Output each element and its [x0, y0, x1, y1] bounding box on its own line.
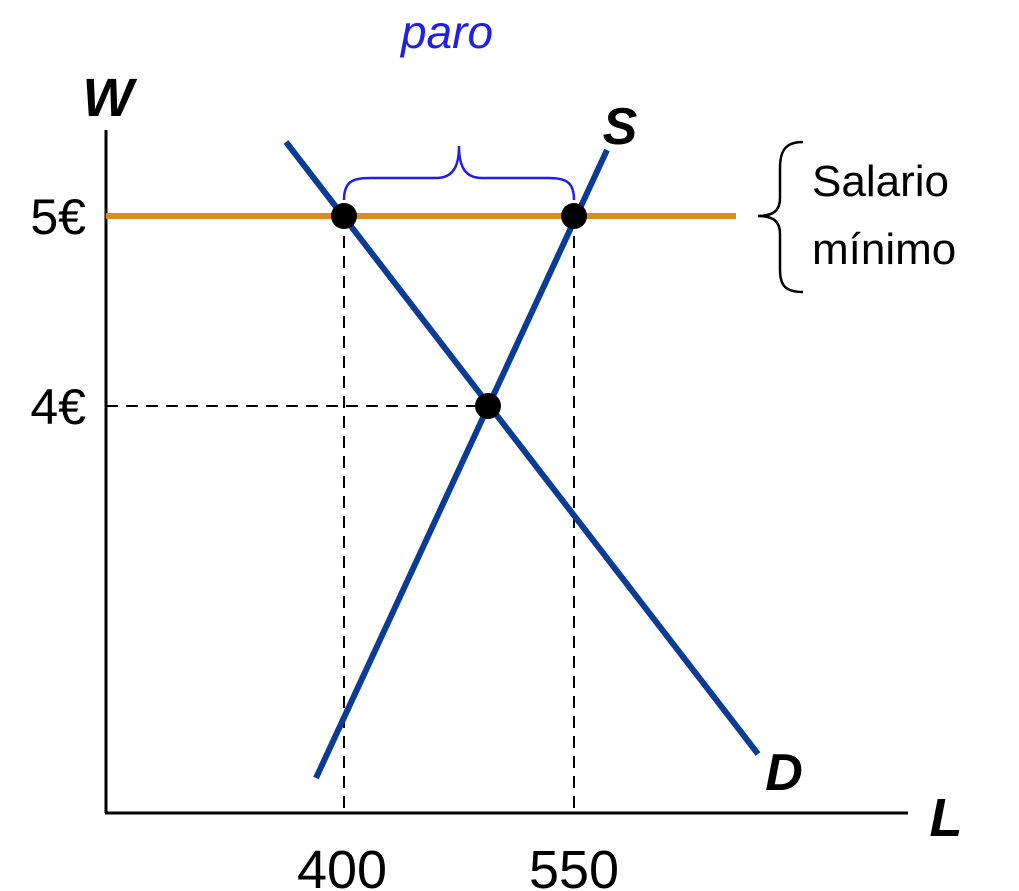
x-tick-label-400: 400	[297, 840, 387, 891]
series-line-s	[313, 148, 610, 780]
series-label-s: S	[603, 98, 638, 156]
y-tick-label-4: 4€	[30, 379, 86, 435]
point-demand-at-min-wage	[331, 203, 357, 229]
point-equilibrium	[475, 393, 501, 419]
paro-brace	[342, 145, 576, 201]
minimum-wage-brace	[757, 140, 804, 294]
x-axis-title: L	[930, 788, 963, 848]
series-label-d: D	[765, 744, 803, 802]
y-tick-label-5: 5€	[30, 189, 86, 245]
y-axis-title: W	[83, 68, 138, 128]
minimum-wage-label-line2: mínimo	[812, 225, 956, 274]
minimum-wage-label-line1: Salario	[812, 157, 949, 206]
point-supply-at-min-wage	[561, 203, 587, 229]
paro-label: paro	[399, 6, 493, 58]
series-line-d	[283, 140, 761, 756]
x-tick-label-550: 550	[529, 840, 619, 891]
